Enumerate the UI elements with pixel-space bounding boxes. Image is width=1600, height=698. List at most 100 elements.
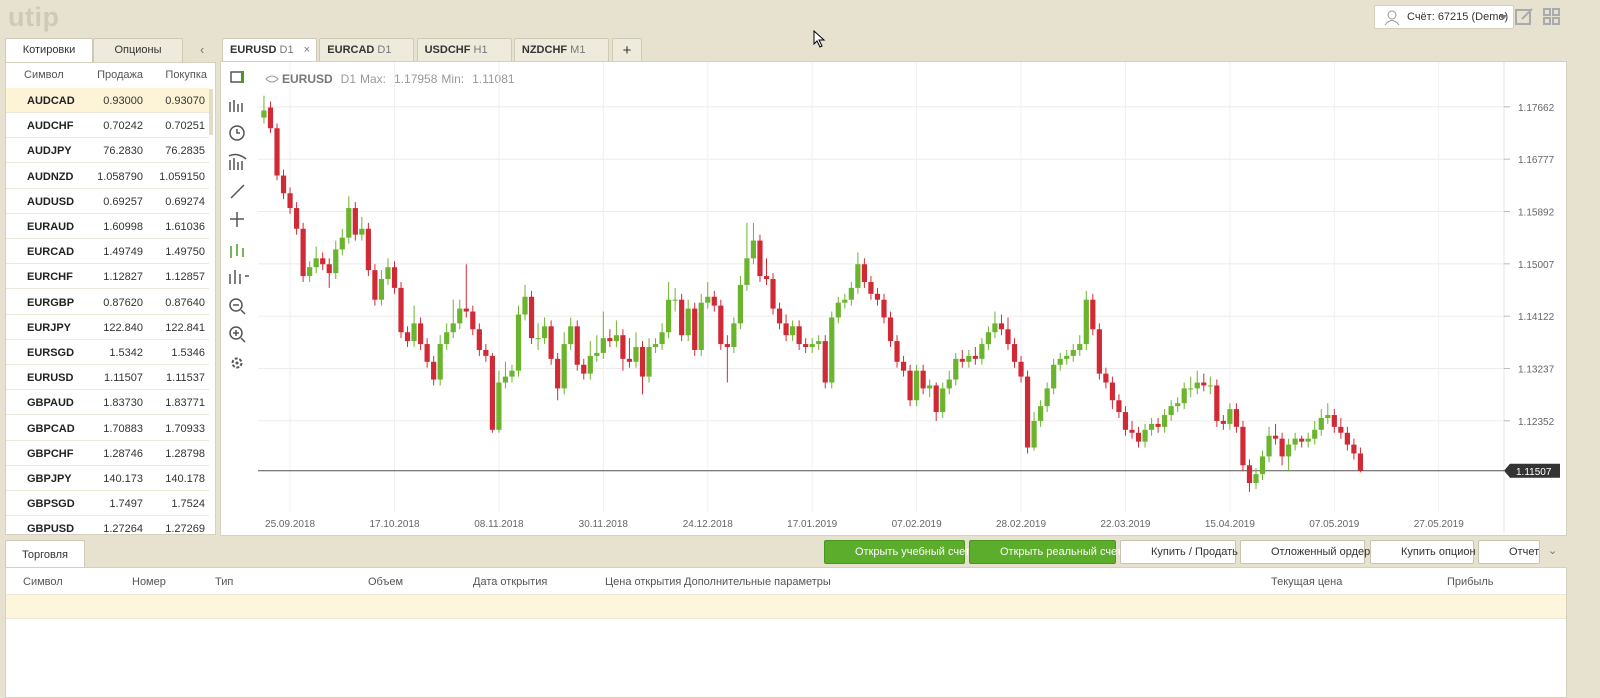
tool-zoom-out[interactable] bbox=[229, 298, 243, 312]
candle-body bbox=[267, 107, 274, 129]
min-value: 1.11081 bbox=[472, 72, 515, 86]
candle-body bbox=[391, 267, 398, 288]
tool-settings[interactable] bbox=[229, 355, 245, 371]
candle-body bbox=[633, 347, 639, 362]
candle-body bbox=[861, 264, 867, 282]
candle-body bbox=[607, 338, 613, 342]
candle-body bbox=[1051, 364, 1057, 389]
panel-toggle[interactable]: ⌄ bbox=[1548, 545, 1558, 557]
chart-tab[interactable]: USDCHF H1 bbox=[416, 38, 512, 62]
quote-sell: 1.11507 bbox=[104, 372, 143, 385]
quote-sell: 0.69257 bbox=[103, 195, 143, 208]
action-button[interactable]: Отчет bbox=[1478, 540, 1540, 564]
candle-body bbox=[437, 344, 443, 380]
tool-add[interactable] bbox=[229, 270, 249, 284]
action-button[interactable]: Отложенный ордер bbox=[1240, 540, 1370, 564]
mouse-cursor bbox=[813, 30, 826, 48]
new-tab[interactable]: + bbox=[612, 38, 642, 62]
trades-column-header: Текущая цена bbox=[1271, 576, 1343, 588]
candle-body bbox=[744, 258, 750, 285]
chart-tab[interactable]: EURCAD D1 bbox=[319, 38, 415, 62]
quote-row[interactable]: EURGBP 0.87620 0.87640 bbox=[6, 290, 209, 315]
quote-row[interactable]: AUDCHF 0.70242 0.70251 bbox=[6, 113, 209, 139]
current-price-label: 1.11507 bbox=[1516, 467, 1552, 478]
tool-clock[interactable] bbox=[229, 125, 245, 141]
candle-body bbox=[352, 208, 358, 235]
candle-body bbox=[933, 385, 939, 413]
quote-sell: 1.60998 bbox=[103, 221, 143, 233]
quote-row[interactable]: EURUSD 1.11507 1.11537 bbox=[6, 365, 209, 391]
edit-icon[interactable] bbox=[1514, 7, 1534, 27]
action-button[interactable]: Купить / Продать bbox=[1120, 540, 1238, 564]
quote-symbol: EURUSD bbox=[27, 372, 74, 385]
quote-row[interactable]: GBPJPY 140.173 140.178 bbox=[6, 466, 209, 491]
quote-buy: 1.7524 bbox=[171, 498, 205, 511]
account-label: Счёт: 67215 (Demo) bbox=[1407, 11, 1509, 23]
action-button[interactable]: Открыть учебный счет bbox=[824, 540, 970, 564]
quote-sell: 1.12827 bbox=[103, 271, 143, 284]
tool-bars[interactable] bbox=[229, 100, 243, 112]
quote-row[interactable]: EURJPY 122.840 122.841 bbox=[6, 315, 209, 340]
quotes-tab[interactable]: Котировки bbox=[5, 38, 93, 62]
tool-crosshair[interactable] bbox=[230, 212, 244, 227]
candle-body bbox=[783, 323, 789, 336]
tool-zoom-in[interactable] bbox=[229, 326, 243, 340]
quote-row[interactable]: EURCHF 1.12827 1.12857 bbox=[6, 264, 209, 290]
quote-row[interactable]: AUDCAD 0.93000 0.93070 bbox=[6, 88, 209, 113]
quote-row[interactable]: EURCAD 1.49749 1.49750 bbox=[6, 239, 209, 265]
candle-body bbox=[1357, 453, 1364, 471]
quote-row[interactable]: GBPCHF 1.28746 1.28798 bbox=[6, 441, 209, 466]
quote-row[interactable]: EURSGD 1.5342 1.5346 bbox=[6, 340, 209, 365]
chart-tab-symbol: EURCAD bbox=[327, 44, 375, 56]
quote-sell: 122.840 bbox=[103, 321, 143, 334]
quote-row[interactable]: GBPSGD 1.7497 1.7524 bbox=[6, 491, 209, 517]
candle-body bbox=[842, 299, 848, 303]
tool-line[interactable] bbox=[230, 184, 245, 199]
trades-table: Символ Номер Тип Объем Дата открытия Цена отк… bbox=[5, 567, 1567, 698]
candle-body bbox=[1057, 358, 1063, 365]
x-tick-label: 08.11.2018 bbox=[474, 519, 524, 530]
quote-symbol: EURGBP bbox=[27, 296, 75, 309]
candle-body bbox=[887, 317, 894, 342]
max-label: Max: bbox=[360, 72, 386, 86]
quote-row[interactable]: AUDUSD 0.69257 0.69274 bbox=[6, 189, 209, 214]
candle-body bbox=[724, 344, 730, 348]
quote-row[interactable]: AUDJPY 76.2830 76.2835 bbox=[6, 138, 209, 164]
tool-indicators[interactable] bbox=[228, 153, 247, 170]
quotes-table: Символ Продажа Покупка AUDCAD 0.93000 0.93070… bbox=[5, 62, 216, 535]
quote-buy: 1.27269 bbox=[165, 523, 205, 535]
chart-tab[interactable]: NZDCHF M1 bbox=[513, 38, 609, 62]
quote-row[interactable]: GBPCAD 1.70883 1.70933 bbox=[6, 416, 209, 441]
candle-body bbox=[1338, 426, 1344, 433]
quote-row[interactable]: GBPUSD 1.27264 1.27269 bbox=[6, 516, 209, 535]
layout-icon[interactable] bbox=[1542, 7, 1562, 27]
quote-sell: 1.058790 bbox=[97, 170, 143, 183]
candle-body bbox=[855, 264, 861, 288]
collapse-arrow[interactable]: ‹ bbox=[200, 42, 205, 57]
quotes-tab[interactable]: Опционы bbox=[93, 38, 183, 62]
quote-row[interactable]: AUDNZD 1.058790 1.059150 bbox=[6, 164, 209, 189]
candle-body bbox=[1162, 415, 1168, 427]
candle-body bbox=[287, 193, 293, 209]
chart-symbol: EURUSD bbox=[282, 72, 333, 86]
candle-body bbox=[927, 385, 933, 389]
candle-body bbox=[417, 323, 424, 345]
quote-row[interactable]: EURAUD 1.60998 1.61036 bbox=[6, 214, 209, 239]
action-button[interactable]: Купить опцион bbox=[1370, 540, 1476, 564]
tool-candles[interactable] bbox=[230, 244, 244, 258]
quote-row[interactable]: GBPAUD 1.83730 1.83771 bbox=[6, 390, 209, 416]
trading-tab[interactable]: Торговля bbox=[5, 540, 85, 568]
action-button[interactable]: Открыть реальный счет bbox=[969, 540, 1122, 564]
candle-body bbox=[1096, 329, 1102, 374]
quote-sell: 0.87620 bbox=[103, 296, 143, 309]
candle-body bbox=[1109, 382, 1116, 401]
account-selector[interactable]: Счёт: 67215 (Demo) bbox=[1374, 5, 1514, 29]
candle-body bbox=[1331, 415, 1337, 427]
candle-body bbox=[679, 299, 685, 336]
candle-body bbox=[685, 308, 691, 336]
current-price-tag bbox=[1504, 463, 1560, 478]
chart-tab[interactable]: EURUSD D1 × bbox=[222, 38, 317, 62]
candle-body bbox=[333, 249, 339, 274]
tab-close[interactable]: × bbox=[303, 44, 310, 56]
candle-body bbox=[450, 323, 456, 333]
